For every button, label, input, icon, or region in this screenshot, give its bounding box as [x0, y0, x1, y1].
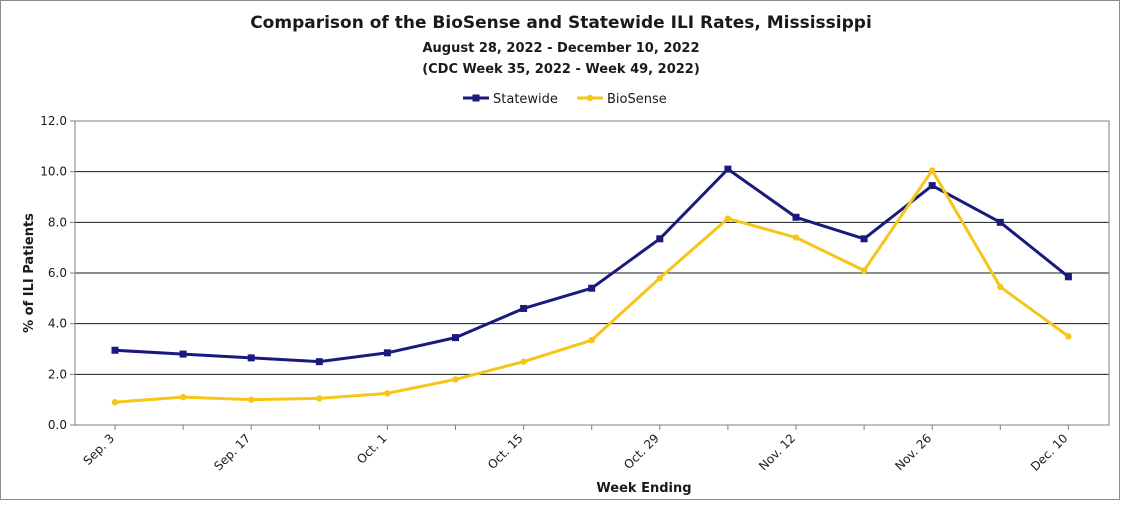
biosense-point — [111, 399, 119, 406]
y-axis-ticks: 0.0 2.0 4.0 6.0 8.0 10.0 12.0 — [40, 114, 75, 432]
x-axis-ticks: Sep. 3 Sep. 17 Oct. 1 Oct. 15 Oct. 29 Nov. 12… — [80, 425, 1071, 474]
x-tick-label: Dec. 10 — [1028, 431, 1071, 474]
x-tick-label: Sep. 3 — [80, 431, 117, 468]
legend-label-statewide: Statewide — [493, 92, 558, 107]
statewide-point — [179, 350, 187, 358]
gridlines — [75, 171, 1109, 375]
legend-marker — [472, 94, 480, 102]
biosense-point — [1065, 333, 1072, 340]
statewide-point — [860, 235, 868, 243]
legend-label-biosense: BioSense — [607, 92, 667, 107]
statewide-point — [656, 235, 664, 243]
legend-marker — [586, 94, 594, 102]
x-axis-title: Week Ending — [596, 481, 691, 496]
x-tick-label: Oct. 1 — [354, 431, 389, 466]
biosense-point — [588, 336, 595, 344]
statewide-point — [792, 213, 800, 221]
y-tick-label: 10.0 — [40, 165, 67, 179]
statewide-point — [724, 165, 732, 173]
statewide-line — [114, 167, 1070, 364]
biosense-point — [929, 167, 936, 174]
y-tick-label: 2.0 — [48, 367, 67, 381]
statewide-point — [996, 218, 1004, 226]
biosense-point — [792, 234, 800, 241]
x-tick-label: Oct. 29 — [621, 431, 662, 472]
statewide-point — [588, 284, 596, 292]
statewide-point — [383, 349, 391, 357]
biosense-point — [452, 376, 459, 383]
statewide-point — [247, 354, 255, 362]
y-tick-label: 4.0 — [48, 317, 67, 331]
statewide-point — [111, 346, 119, 354]
x-tick-label: Nov. 12 — [756, 431, 798, 473]
statewide-point — [520, 304, 528, 312]
biosense-point — [316, 395, 323, 402]
biosense-point — [656, 274, 663, 282]
y-axis-title: % of ILI Patients — [22, 213, 37, 333]
legend: Statewide BioSense — [463, 92, 667, 107]
statewide-point — [1064, 273, 1072, 281]
biosense-point — [860, 267, 868, 274]
x-tick-label: Sep. 17 — [211, 431, 253, 473]
biosense-point — [248, 396, 255, 403]
x-tick-label: Nov. 26 — [892, 431, 934, 473]
chart-subtitle-dates: August 28, 2022 - December 10, 2022 — [422, 41, 699, 56]
biosense-point — [179, 393, 187, 401]
statewide-point — [452, 334, 459, 342]
statewide-point — [315, 358, 323, 366]
biosense-point — [724, 215, 732, 222]
y-tick-label: 0.0 — [48, 418, 67, 432]
statewide-point — [928, 182, 936, 190]
chart-subtitle-weeks: (CDC Week 35, 2022 - Week 49, 2022) — [422, 62, 700, 77]
biosense-point — [520, 358, 527, 365]
biosense-point — [384, 390, 391, 397]
y-tick-label: 8.0 — [48, 215, 67, 229]
series-layer — [111, 165, 1072, 406]
y-tick-label: 12.0 — [40, 114, 67, 128]
y-tick-label: 6.0 — [48, 266, 67, 280]
chart-title: Comparison of the BioSense and Statewide… — [250, 13, 872, 33]
biosense-point — [997, 283, 1004, 291]
x-tick-label: Oct. 15 — [485, 431, 526, 472]
